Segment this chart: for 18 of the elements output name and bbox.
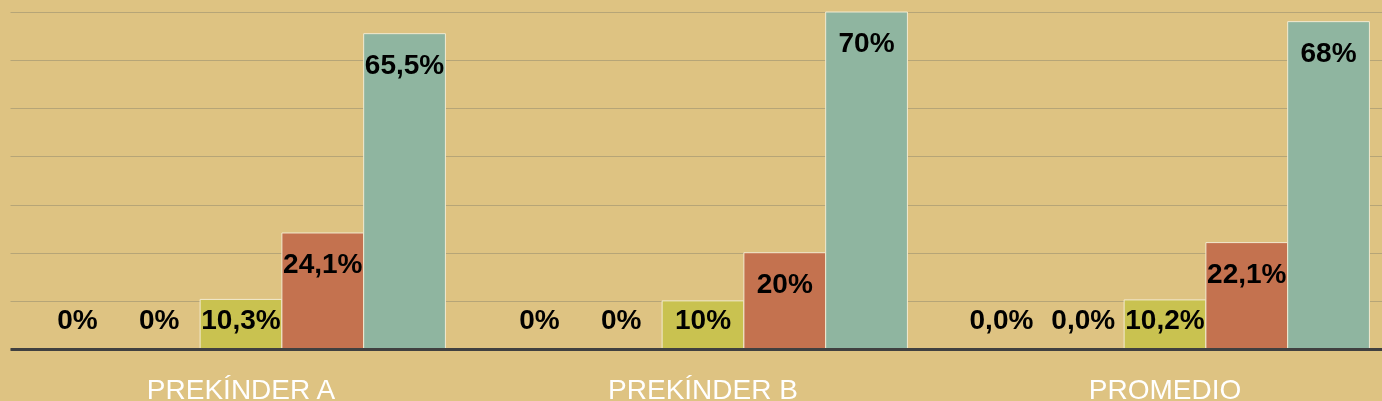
data-label: 65,5% [364, 48, 445, 80]
data-label: 24,1% [283, 247, 363, 279]
data-label: 68% [1300, 36, 1357, 68]
data-label: 70% [838, 27, 895, 58]
data-label: 10% [674, 304, 732, 335]
data-label: 0% [519, 304, 560, 335]
data-label: 0,0% [969, 304, 1034, 335]
data-label: 20% [756, 267, 813, 299]
data-label: 0% [600, 304, 642, 335]
data-label: 0% [138, 304, 180, 335]
data-label: 22,1% [1207, 257, 1287, 289]
x-tick-label: PREKÍNDER A [146, 373, 336, 401]
data-label: 10,3% [201, 304, 281, 335]
data-label: 0,0% [1051, 304, 1116, 335]
data-label: 0% [57, 304, 98, 335]
x-tick-label: PROMEDIO [1088, 373, 1242, 401]
data-label: 10,2% [1125, 304, 1205, 335]
x-tick-label: PREKÍNDER B [608, 373, 798, 401]
